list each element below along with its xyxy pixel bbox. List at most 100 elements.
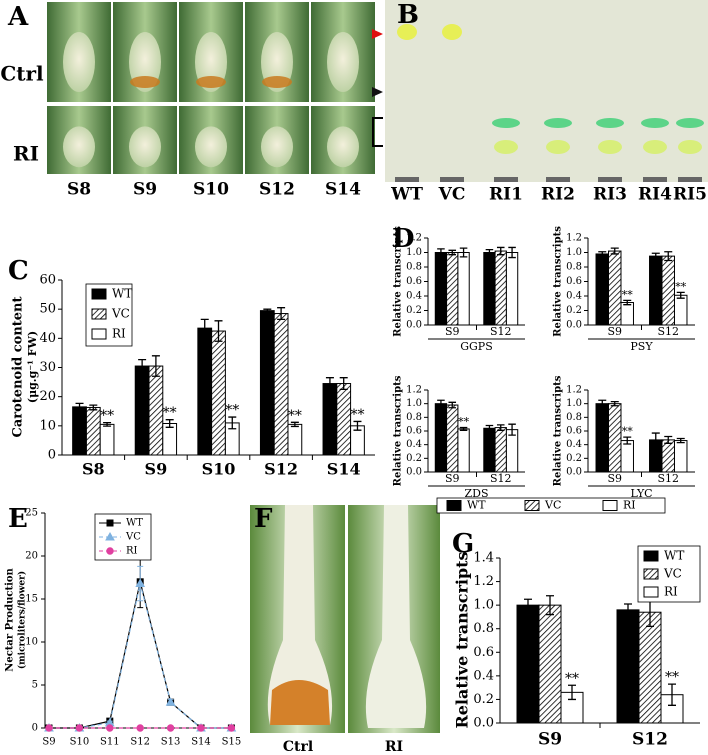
legend-label: RI — [126, 546, 138, 557]
bar — [457, 428, 470, 473]
marker — [75, 724, 84, 732]
x-tick-label: S15 — [222, 737, 242, 748]
bar — [616, 609, 640, 724]
bar — [649, 255, 663, 326]
legend-label: WT — [126, 518, 143, 529]
annotation: ** — [288, 408, 302, 424]
error-bar — [103, 421, 112, 427]
bar — [85, 406, 101, 456]
y-tick-label: 0.6 — [406, 276, 422, 287]
legend-label: VC — [544, 499, 561, 512]
y-tick-label: 0.4 — [566, 439, 582, 450]
error-bar — [623, 299, 632, 306]
bar — [538, 604, 562, 724]
x-tick-label: S9 — [445, 472, 460, 485]
annotation: ** — [665, 670, 679, 686]
y-tick-label: 1.0 — [473, 598, 494, 613]
error-bar — [624, 603, 632, 617]
y-axis-label: Relative transcripts — [393, 375, 404, 486]
x-tick-label: S14 — [191, 737, 211, 748]
spot — [544, 118, 572, 128]
photo-detail — [196, 76, 226, 88]
legend-label: RI — [112, 327, 126, 341]
image-label: Ctrl — [283, 739, 313, 755]
marker — [105, 531, 115, 541]
error-bar — [623, 436, 632, 445]
spot — [678, 140, 702, 154]
y-tick-label: 0.6 — [566, 426, 582, 437]
y-tick-label: 0.4 — [566, 291, 582, 302]
y-axis-label: Relative transcripts — [553, 226, 564, 337]
annotation: ** — [622, 425, 634, 438]
error-bar — [496, 246, 505, 256]
legend-label: RI — [623, 499, 636, 512]
y-tick-label: 0.2 — [566, 305, 582, 316]
bar — [661, 255, 675, 326]
bar — [99, 423, 115, 456]
error-bar — [325, 377, 334, 391]
error-bar — [263, 308, 272, 313]
error-bar — [524, 598, 532, 612]
photo-detail — [261, 126, 293, 168]
y-tick-label: 1.2 — [566, 233, 582, 244]
y-tick-label: 0.4 — [473, 668, 494, 683]
photo-detail — [63, 32, 95, 92]
row-label: RI — [13, 142, 39, 166]
x-tick-label: S14 — [327, 460, 361, 479]
legend-label: WT — [112, 287, 132, 301]
subplot-title: ZDS — [465, 487, 489, 500]
legend-label: VC — [663, 567, 682, 581]
y-tick-label: 10 — [25, 637, 38, 648]
x-tick-label: S13 — [161, 737, 181, 748]
spot — [494, 140, 518, 154]
y-tick-label: 0 — [48, 448, 56, 463]
bar — [673, 440, 688, 473]
error-bar — [676, 437, 685, 444]
error-bar — [290, 421, 299, 428]
x-tick-label: S12 — [657, 472, 679, 485]
x-tick-label: S11 — [100, 737, 120, 748]
y-tick-label: 40 — [39, 331, 56, 346]
error-bar — [598, 251, 607, 257]
photo-detail — [129, 126, 161, 168]
y-tick-label: 1.0 — [406, 398, 422, 409]
origin-mark — [395, 177, 419, 182]
x-tick-label: S12 — [130, 737, 150, 748]
y-axis-label: (μg.g⁻¹ FW) — [26, 331, 39, 403]
error-bar — [448, 249, 457, 256]
error-bar — [546, 595, 554, 616]
error-bar — [353, 420, 362, 431]
spot — [598, 140, 622, 154]
y-tick-label: 0.6 — [473, 645, 494, 660]
error-bar — [75, 402, 84, 412]
error-bar — [664, 435, 673, 444]
marker — [135, 578, 146, 588]
arrow — [372, 29, 383, 39]
photo-detail — [270, 680, 330, 725]
bar — [494, 427, 507, 473]
error-bar — [151, 355, 160, 377]
y-axis-label: Relative transcripts — [393, 226, 404, 337]
photo-detail — [130, 76, 160, 88]
y-tick-label: 0.2 — [473, 692, 494, 707]
bar — [505, 252, 519, 326]
legend-label: VC — [125, 532, 141, 543]
photo-detail — [63, 126, 95, 168]
legend-swatch — [643, 550, 659, 562]
subplot-title: LYC — [630, 487, 652, 500]
photo-detail — [195, 126, 227, 168]
bar — [457, 252, 470, 326]
error-bar — [651, 252, 660, 260]
spot — [641, 118, 669, 128]
annotation: ** — [100, 408, 114, 424]
lane-label: RI5 — [673, 185, 707, 205]
y-tick-label: 60 — [39, 273, 56, 288]
y-tick-label: 50 — [39, 302, 56, 317]
y-tick-label: 0.8 — [566, 262, 582, 273]
photo-detail — [262, 76, 292, 88]
y-tick-label: 1.4 — [473, 551, 494, 566]
y-tick-label: 0.8 — [406, 262, 422, 273]
error-bar — [437, 248, 445, 257]
row-label: Ctrl — [0, 62, 44, 86]
spot — [676, 118, 704, 128]
